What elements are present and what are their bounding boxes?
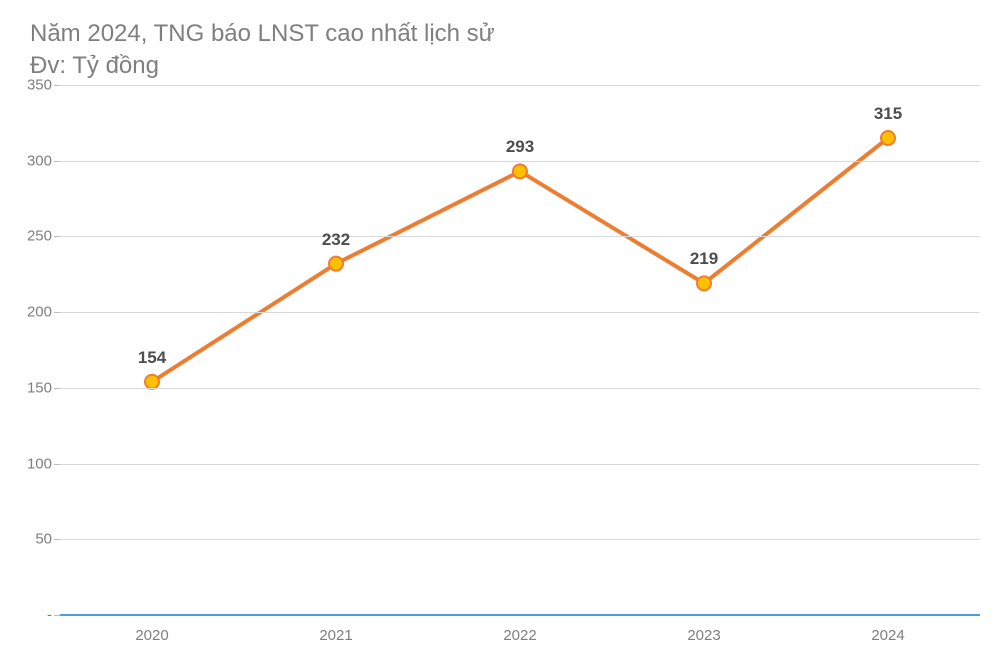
gridline (60, 85, 980, 86)
x-axis-label: 2020 (135, 627, 168, 644)
data-label: 219 (690, 249, 718, 269)
gridline (60, 464, 980, 465)
y-axis-label: 250 (2, 228, 52, 245)
x-axis-label: 2024 (871, 627, 904, 644)
data-label: 315 (874, 104, 902, 124)
gridline (60, 539, 980, 540)
chart-title-line1: Năm 2024, TNG báo LNST cao nhất lịch sử (30, 18, 495, 50)
y-axis-label: 100 (2, 455, 52, 472)
data-marker (513, 164, 527, 178)
data-marker (329, 257, 343, 271)
y-tick (54, 161, 60, 162)
y-axis-label: 200 (2, 304, 52, 321)
y-tick (54, 464, 60, 465)
x-axis-label: 2023 (687, 627, 720, 644)
y-tick (54, 85, 60, 86)
data-marker (145, 375, 159, 389)
y-tick (54, 236, 60, 237)
data-label: 293 (506, 137, 534, 157)
data-label: 154 (138, 348, 166, 368)
line-series-svg (60, 85, 980, 615)
chart-container: Năm 2024, TNG báo LNST cao nhất lịch sử … (0, 0, 1001, 668)
gridline (60, 236, 980, 237)
y-tick (54, 312, 60, 313)
gridline (60, 312, 980, 313)
data-marker (881, 131, 895, 145)
x-axis-label: 2022 (503, 627, 536, 644)
x-axis-label: 2021 (319, 627, 352, 644)
gridline (60, 388, 980, 389)
chart-title-line2: Đv: Tỷ đồng (30, 50, 495, 82)
y-axis-label: 300 (2, 152, 52, 169)
y-axis-label: 350 (2, 77, 52, 94)
y-axis-label: - (2, 607, 52, 624)
x-axis-baseline (60, 614, 980, 616)
y-tick (54, 388, 60, 389)
y-axis-label: 150 (2, 379, 52, 396)
y-axis-label: 50 (2, 531, 52, 548)
data-label: 232 (322, 230, 350, 250)
chart-title: Năm 2024, TNG báo LNST cao nhất lịch sử … (30, 18, 495, 83)
plot-area: -501001502002503003502020202120222023202… (60, 85, 980, 615)
data-marker (697, 276, 711, 290)
gridline (60, 161, 980, 162)
y-tick (54, 539, 60, 540)
